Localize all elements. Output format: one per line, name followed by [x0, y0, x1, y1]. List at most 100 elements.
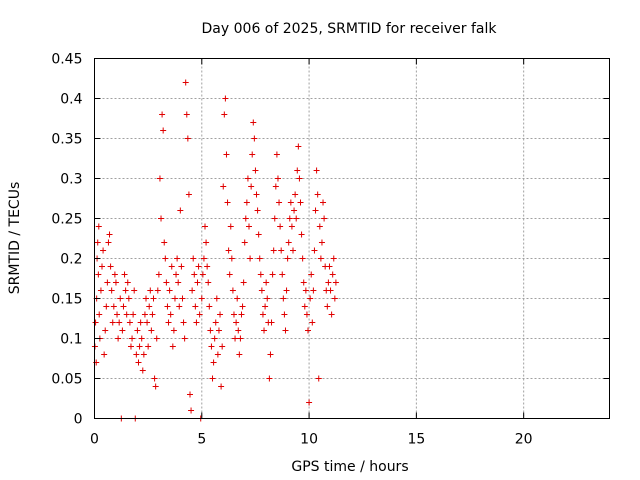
data-point [186, 391, 193, 398]
data-point [179, 295, 186, 302]
data-point [266, 375, 273, 382]
data-point [116, 319, 123, 326]
data-point [94, 239, 101, 246]
data-point [147, 287, 154, 294]
data-point [112, 279, 119, 286]
data-point [274, 175, 281, 182]
data-point [92, 319, 99, 326]
data-point [107, 263, 114, 270]
data-point [206, 303, 213, 310]
data-point [259, 311, 266, 318]
x-tick-label: 5 [197, 432, 206, 448]
data-point [198, 295, 205, 302]
data-point [115, 335, 122, 342]
data-point [220, 183, 227, 190]
data-point [239, 303, 246, 310]
data-point [237, 335, 244, 342]
x-tick-label: 10 [300, 432, 318, 448]
data-point [236, 351, 243, 358]
data-point [326, 263, 333, 270]
data-point [218, 383, 225, 390]
data-point [243, 199, 250, 206]
data-point [130, 311, 137, 318]
data-point [173, 271, 180, 278]
data-point [125, 295, 132, 302]
data-point [223, 151, 230, 158]
data-point [97, 287, 104, 294]
data-point [263, 279, 270, 286]
data-point [191, 271, 198, 278]
data-point [261, 327, 268, 334]
data-point [180, 319, 187, 326]
data-point [159, 111, 166, 118]
data-point [152, 383, 159, 390]
data-point [214, 351, 221, 358]
data-point [307, 295, 314, 302]
data-point [250, 119, 257, 126]
data-point [332, 279, 339, 286]
data-point [222, 95, 229, 102]
data-point [177, 207, 184, 214]
data-point [104, 279, 111, 286]
data-point [133, 351, 140, 358]
data-point [106, 231, 113, 238]
y-tick-label: 0.2 [60, 252, 82, 268]
data-point [272, 183, 279, 190]
data-point [141, 311, 148, 318]
data-point [273, 151, 280, 158]
data-point [168, 263, 175, 270]
data-point [140, 351, 147, 358]
data-point [122, 287, 129, 294]
data-point [121, 271, 128, 278]
data-point [154, 287, 161, 294]
data-point [136, 343, 143, 350]
data-point [276, 199, 283, 206]
y-tick-label: 0.1 [60, 332, 82, 348]
data-point [131, 287, 138, 294]
data-point [195, 263, 202, 270]
data-point [230, 311, 237, 318]
data-point [217, 311, 224, 318]
data-point [306, 399, 313, 406]
data-point [155, 271, 162, 278]
data-point [209, 375, 216, 382]
data-point [269, 271, 276, 278]
data-point [234, 295, 241, 302]
data-point [175, 279, 182, 286]
data-point [279, 271, 286, 278]
data-point [247, 255, 254, 262]
data-point [196, 311, 203, 318]
data-point [302, 287, 309, 294]
data-point [170, 327, 177, 334]
data-point [256, 255, 263, 262]
data-point [271, 215, 278, 222]
data-point [221, 111, 228, 118]
data-point [138, 335, 145, 342]
data-point [291, 207, 298, 214]
data-point [158, 215, 165, 222]
data-point [328, 311, 335, 318]
data-point [165, 319, 172, 326]
data-point [166, 287, 173, 294]
data-point [321, 215, 328, 222]
data-point [120, 303, 127, 310]
data-point [286, 215, 293, 222]
data-point [277, 223, 284, 230]
data-point [312, 207, 319, 214]
data-point [95, 223, 102, 230]
data-point [233, 319, 240, 326]
data-point [194, 279, 201, 286]
data-point [139, 367, 146, 374]
data-point [298, 231, 305, 238]
data-point [314, 191, 321, 198]
data-point [105, 239, 112, 246]
axis-ticks: 0 0.05 0.1 0.15 0.2 0.25 0.3 0.35 0.4 0.45 0 5 10 15 2… [51, 52, 610, 448]
data-point [240, 279, 247, 286]
data-point [225, 247, 232, 254]
data-point [189, 287, 196, 294]
data-point [270, 247, 277, 254]
data-point [200, 255, 207, 262]
data-point [108, 287, 115, 294]
chart-title: Day 006 of 2025, SRMTID for receiver fal… [202, 21, 498, 37]
